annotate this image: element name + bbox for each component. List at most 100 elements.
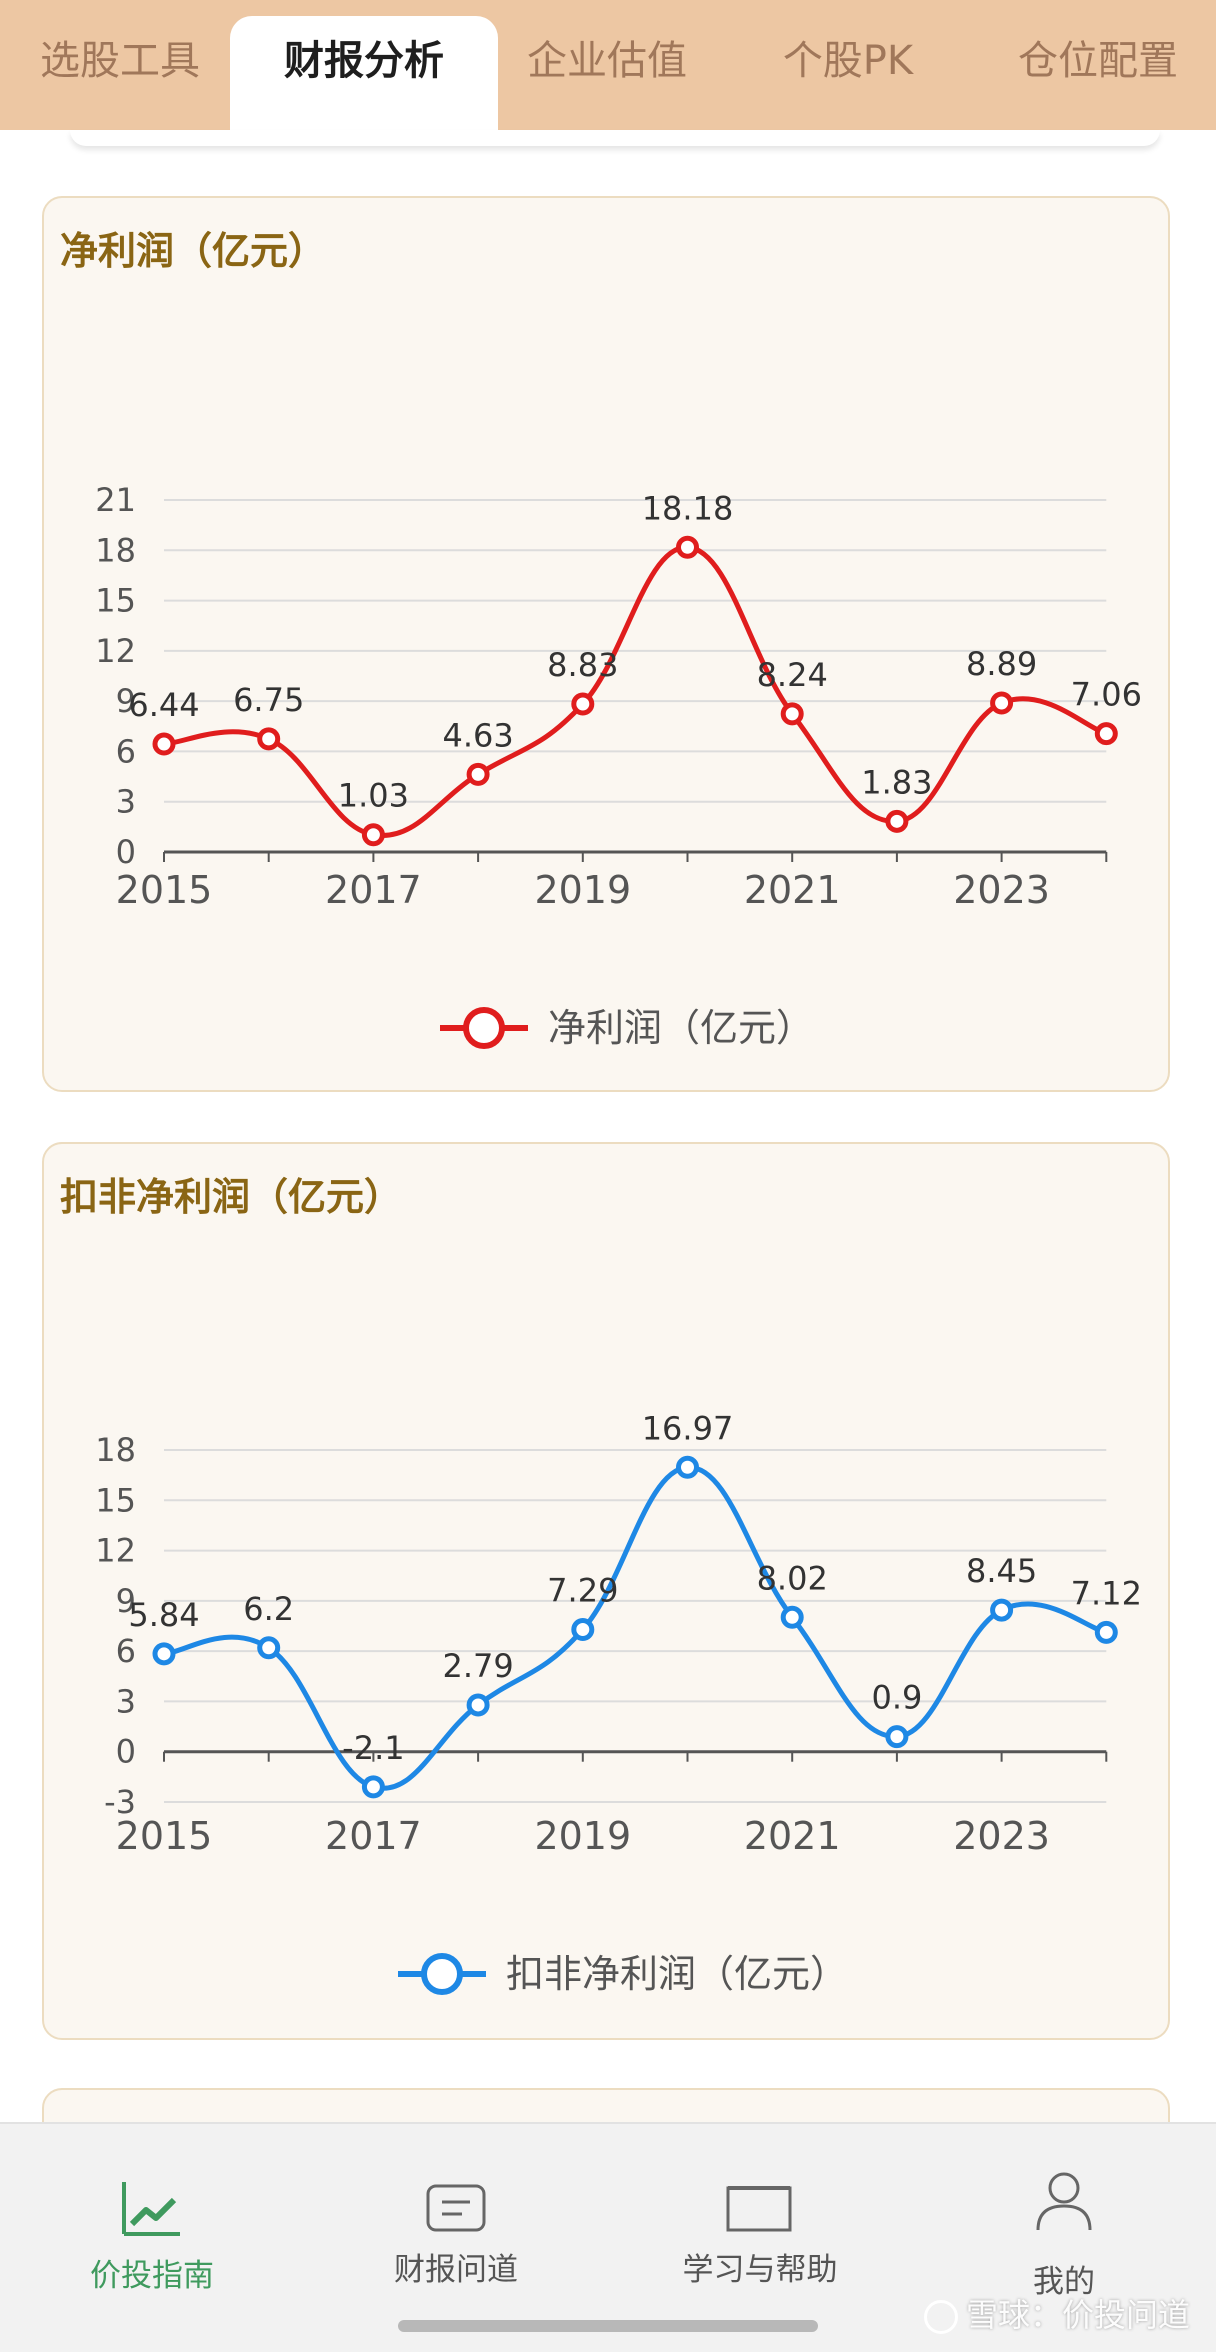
- x-tick-label: 2021: [744, 1814, 841, 1858]
- data-point: [1094, 722, 1118, 746]
- data-label: 7.29: [547, 1572, 618, 1610]
- data-label: 7.06: [1071, 676, 1142, 714]
- y-tick-label: 18: [95, 531, 136, 569]
- snowball-logo-icon: [923, 2300, 958, 2334]
- y-tick-label: 6: [116, 1632, 136, 1670]
- message-icon: [426, 2184, 486, 2232]
- top-tab-bar: 选股工具 财报分析 企业估值 个股PK 仓位配置: [0, 0, 1216, 130]
- data-label: 8.24: [757, 656, 828, 694]
- data-point: [466, 762, 490, 786]
- data-label: 0.9: [871, 1679, 922, 1717]
- data-label: 18.18: [642, 489, 734, 527]
- nav-me[interactable]: 我的: [912, 2124, 1216, 2352]
- card-title: 扣非净利润（亿元）: [60, 1175, 403, 1219]
- data-point: [361, 823, 385, 847]
- data-point: [676, 1455, 699, 1479]
- x-tick-label: 2015: [116, 1814, 213, 1858]
- legend-marker: [463, 1007, 505, 1049]
- x-tick-label: 2017: [325, 1814, 422, 1858]
- data-point: [466, 1693, 490, 1717]
- y-tick-label: 18: [95, 1431, 136, 1469]
- nav-label: 价投指南: [90, 2258, 214, 2294]
- data-label: 8.45: [966, 1552, 1037, 1590]
- tab-company-valuation[interactable]: 企业估值: [527, 38, 687, 84]
- y-tick-label: 15: [95, 1481, 136, 1519]
- y-tick-label: 21: [95, 481, 136, 519]
- home-indicator[interactable]: [398, 2320, 818, 2332]
- y-tick-label: 3: [116, 783, 136, 821]
- y-tick-label: 12: [95, 1532, 136, 1570]
- nav-value-investing-guide[interactable]: 价投指南: [0, 2124, 304, 2352]
- x-tick-label: 2023: [953, 1814, 1050, 1858]
- nav-label: 我的: [1033, 2264, 1095, 2300]
- legend-label: 净利润（亿元）: [548, 1006, 814, 1050]
- x-tick-label: 2023: [953, 868, 1050, 912]
- x-tick-label: 2017: [325, 868, 422, 912]
- nav-financial-report-qa[interactable]: 财报问道: [304, 2124, 608, 2352]
- previous-card-edge: [70, 130, 1160, 146]
- series-line: [163, 1464, 1107, 1791]
- net-profit-chart: 0 3 6 9 12 15 18 21 2015 2017 2019 2021 2023 6.44 6.75…: [95, 481, 1142, 1050]
- watermark-text: 雪球：价投问道: [965, 2296, 1190, 2334]
- y-tick-label: 0: [116, 833, 136, 871]
- data-label: 6.75: [233, 681, 304, 719]
- data-label: 1.03: [338, 777, 409, 815]
- legend-marker: [421, 1953, 463, 1995]
- legend-label: 扣非净利润（亿元）: [506, 1952, 848, 1996]
- data-point: [152, 732, 176, 756]
- tab-stock-picker[interactable]: 选股工具: [40, 38, 200, 84]
- bottom-navigation: 价投指南 财报问道 学习与帮助 我的: [0, 2122, 1216, 2352]
- y-tick-label: 15: [95, 582, 136, 620]
- legend: 扣非净利润（亿元）: [398, 1952, 848, 1996]
- tab-position-allocation[interactable]: 仓位配置: [1018, 38, 1178, 84]
- data-label: 1.83: [861, 763, 932, 801]
- nav-learning-help[interactable]: 学习与帮助: [608, 2124, 912, 2352]
- data-point: [361, 1775, 385, 1799]
- data-label: 8.83: [547, 646, 618, 684]
- y-tick-label: 0: [116, 1733, 136, 1771]
- x-tick-label: 2021: [744, 868, 841, 912]
- book-icon: [726, 2186, 792, 2232]
- legend: 净利润（亿元）: [440, 1006, 814, 1050]
- data-point: [885, 809, 909, 833]
- data-point: [571, 692, 595, 716]
- data-point: [885, 1725, 909, 1749]
- user-icon: [1036, 2172, 1092, 2231]
- x-tick-label: 2019: [534, 1814, 631, 1858]
- data-label: 7.12: [1071, 1574, 1142, 1612]
- deducted-net-profit-chart: -3 0 3 6 9 12 15 18 2015 2017 2019 2021 2023 5.84 6.2 -…: [95, 1409, 1142, 1996]
- trend-chart-icon: [122, 2182, 180, 2236]
- series-line: [163, 544, 1108, 839]
- data-label: 8.02: [757, 1559, 828, 1597]
- data-label: 4.63: [442, 716, 513, 754]
- net-profit-card: 净利润（亿元） 0 3 6 9 12 15 18 21 2015 2017 2019 2021 2023…: [42, 196, 1170, 1092]
- data-label: 5.84: [128, 1596, 199, 1634]
- deducted-net-profit-card: 扣非净利润（亿元） -3 0 3 6 9 12 15 18 2015 2017 2019 2021 20…: [42, 1142, 1170, 2040]
- x-tick-label: 2015: [116, 868, 213, 912]
- data-label: 2.79: [442, 1647, 513, 1685]
- nav-label: 学习与帮助: [682, 2252, 838, 2288]
- data-point: [257, 1636, 281, 1660]
- data-point: [152, 1642, 176, 1666]
- y-tick-label: 6: [116, 732, 136, 770]
- tab-stock-pk[interactable]: 个股PK: [782, 38, 914, 84]
- y-tick-label: 9: [116, 682, 136, 720]
- data-point: [990, 1598, 1014, 1622]
- data-label: -2.1: [342, 1729, 404, 1767]
- y-tick-label: 12: [95, 632, 136, 670]
- data-point: [676, 535, 699, 559]
- card-title: 净利润（亿元）: [60, 229, 327, 273]
- data-label: 6.2: [243, 1590, 294, 1628]
- data-label: 8.89: [966, 645, 1037, 683]
- nav-label: 财报问道: [394, 2252, 518, 2288]
- data-label: 6.44: [128, 686, 199, 724]
- y-tick-label: 3: [116, 1682, 136, 1720]
- data-point: [780, 1605, 804, 1629]
- data-point: [780, 702, 804, 726]
- y-tick-label: -3: [104, 1783, 136, 1821]
- tab-financial-report-analysis[interactable]: 财报分析: [230, 16, 498, 130]
- data-point: [257, 727, 281, 751]
- data-point: [990, 691, 1014, 715]
- data-point: [571, 1618, 595, 1642]
- watermark: 雪球：价投问道: [923, 2290, 1190, 2336]
